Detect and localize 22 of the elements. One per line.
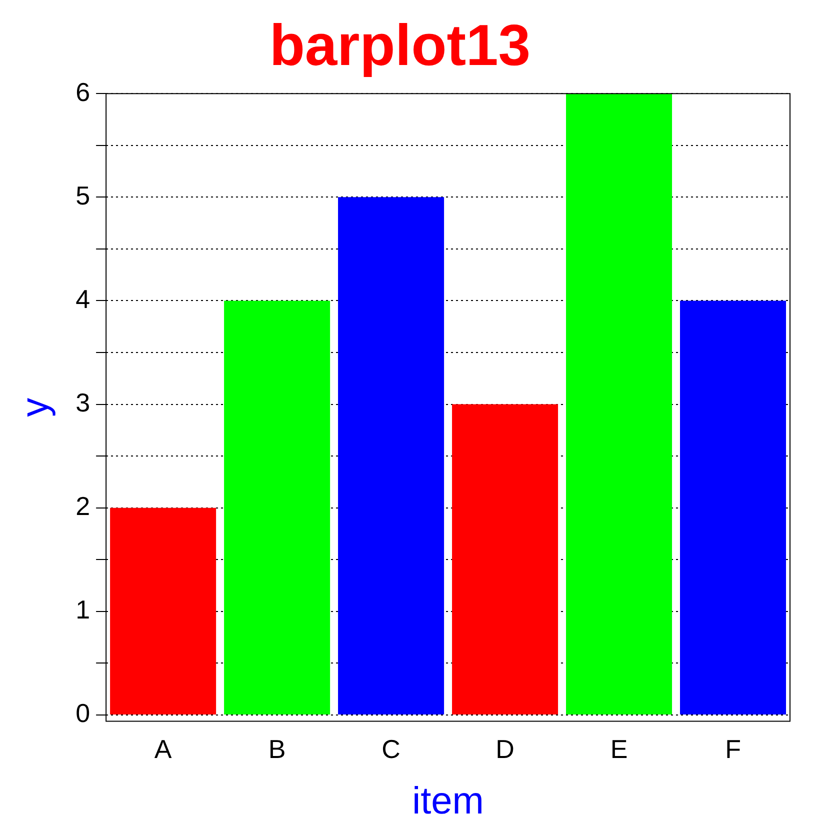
chart-title: barplot13 xyxy=(269,12,531,78)
x-axis-title: item xyxy=(412,780,484,823)
y-tick-label: 1 xyxy=(76,594,90,625)
y-tick-label: 2 xyxy=(76,491,90,522)
y-axis-title: y xyxy=(14,398,56,417)
y-tick-label: 5 xyxy=(76,180,90,210)
bar xyxy=(338,197,444,714)
x-tick-label: B xyxy=(268,734,286,764)
y-tick-label: 3 xyxy=(76,387,90,418)
bar xyxy=(224,300,330,714)
y-tick-label: 4 xyxy=(76,284,90,314)
bar xyxy=(452,404,558,714)
y-tick-label: 0 xyxy=(76,698,90,728)
x-tick-label: F xyxy=(725,734,741,764)
bar xyxy=(566,94,672,714)
x-tick-label: D xyxy=(496,734,514,764)
bar xyxy=(110,508,216,714)
y-tick-label: 6 xyxy=(76,76,90,107)
bar xyxy=(680,300,786,714)
x-tick-label: C xyxy=(382,734,400,764)
x-tick-label: E xyxy=(610,734,628,764)
x-tick-label: A xyxy=(154,734,172,764)
